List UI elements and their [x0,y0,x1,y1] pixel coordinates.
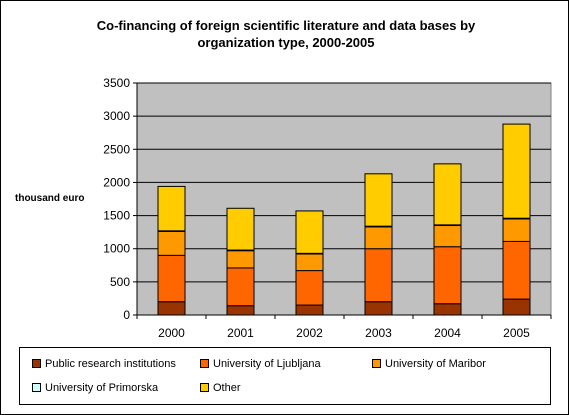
legend-swatch [32,359,41,368]
chart-plot: 0 500 1000 1500 2000 2500 3000 3500 2000 2001 2002… [103,76,552,340]
bar-2002-0 [295,304,324,316]
bar-2000-0 [157,301,186,316]
y-axis-label: thousand euro [15,193,85,204]
bar-2001-0 [226,305,255,316]
y-tick-label: 1000 [103,242,130,256]
bar-2003-4 [364,173,393,227]
chart-title: Co-financing of foreign scientific liter… [96,18,476,50]
x-tick-label: 2004 [434,326,461,340]
bar-2003-1 [364,248,393,303]
legend-swatch [372,359,381,368]
bar-2000-4 [157,185,186,232]
bar-2005-0 [502,298,531,316]
legend-label: University of Primorska [45,382,159,394]
bar-2000-1 [157,254,186,303]
legend: Public research institutions University o… [19,347,551,405]
y-tick-label: 1500 [103,209,130,223]
legend-swatch [200,383,209,392]
bar-2005-2 [502,218,531,242]
bar-2002-2 [295,253,324,272]
plot-area [136,82,552,316]
bar-2004-1 [433,246,462,305]
legend-item: Other [200,382,241,394]
x-tick-label: 2002 [296,326,323,340]
bar-2004-2 [433,225,462,248]
bar-2004-0 [433,303,462,316]
legend-label: Public research institutions [45,358,176,370]
legend-swatch [200,359,209,368]
y-tick-label: 3000 [103,109,130,123]
y-tick-label: 2500 [103,142,130,156]
x-tick-label: 2003 [365,326,392,340]
y-tick-label: 500 [110,275,130,289]
bar-2001-4 [226,207,255,251]
legend-label: Other [213,382,241,394]
legend-swatch [32,383,41,392]
legend-item: Public research institutions [32,358,176,370]
bar-2000-2 [157,230,186,256]
bar-2005-1 [502,240,531,300]
x-tick-label: 2000 [158,326,185,340]
x-tick-label: 2005 [503,326,530,340]
legend-item: University of Primorska [32,382,158,394]
bar-2003-0 [364,301,393,316]
x-tick-label: 2001 [227,326,254,340]
bar-2002-4 [295,210,324,254]
legend-label: University of Ljubljana [213,358,321,370]
legend-item: University of Maribor [372,358,486,370]
bar-2002-1 [295,270,324,306]
legend-label: University of Maribor [385,358,486,370]
bar-2001-1 [226,267,255,307]
legend-item: University of Ljubljana [200,358,321,370]
bar-2004-4 [433,163,462,226]
y-tick-label: 0 [123,308,130,322]
y-tick-label: 2000 [103,175,130,189]
y-tick-label: 3500 [103,76,130,90]
bar-2005-4 [502,123,531,219]
bar-2001-2 [226,250,255,269]
bar-2003-2 [364,226,393,250]
